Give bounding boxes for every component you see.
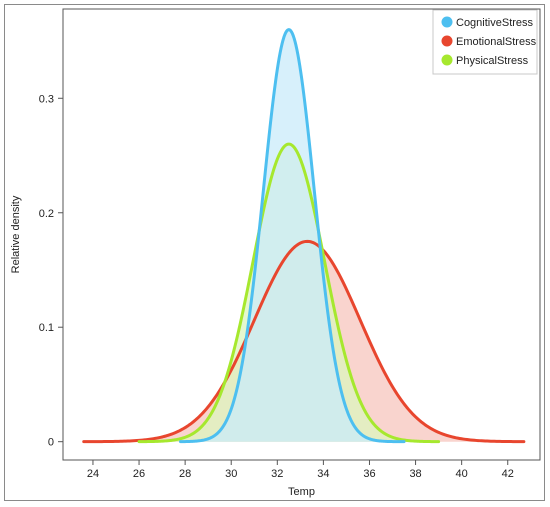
x-tick-label: 36 [363,468,375,480]
x-tick-label: 28 [179,468,191,480]
x-axis-title: Temp [288,486,315,498]
series-line-emotionalstress [82,239,526,444]
series-area-cognitivestress [180,29,405,442]
legend-label-emotionalstress: EmotionalStress [456,36,537,48]
legend-marker-emotionalstress [441,35,453,47]
x-tick-label: 30 [225,468,237,480]
legend: CognitiveStress EmotionalStress PhysicalSt… [432,9,538,75]
x-tick-label: 40 [456,468,468,480]
y-tick-label: 0.2 [39,208,54,220]
x-tick-label: 26 [133,468,145,480]
plot-area-border [62,8,541,461]
y-tick-label: 0.3 [39,93,54,105]
y-axis-ticks: 0 0.1 0.2 0.3 [39,93,63,449]
legend-items: CognitiveStress EmotionalStress PhysicalSt… [441,16,537,67]
x-tick-label: 34 [317,468,329,480]
legend-marker-cognitivestress [441,16,453,28]
y-tick-label: 0.1 [39,322,54,334]
legend-label-cognitivestress: CognitiveStress [456,17,534,29]
series-lines [82,28,526,444]
series-fills [83,29,524,442]
y-tick-label: 0 [48,437,54,449]
x-tick-label: 32 [271,468,283,480]
y-axis-title: Relative density [10,195,22,273]
x-tick-label: 38 [409,468,421,480]
series-line-cognitivestress [179,28,406,444]
series-line-physicalstress [137,142,441,444]
legend-label-physicalstress: PhysicalStress [456,55,529,67]
x-tick-label: 24 [87,468,99,480]
x-tick-label: 42 [502,468,514,480]
legend-marker-physicalstress [441,54,453,66]
x-axis-ticks: 24 26 28 30 32 34 36 38 40 42 [87,460,514,480]
